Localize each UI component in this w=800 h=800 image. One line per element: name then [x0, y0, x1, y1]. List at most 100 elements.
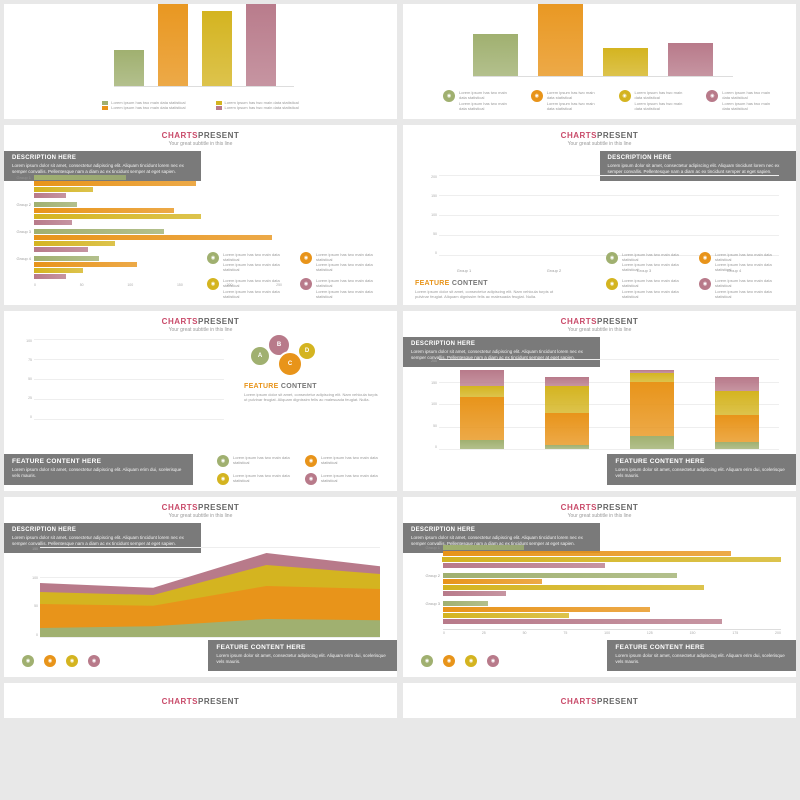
stat-icon: ◉ — [300, 278, 312, 290]
circle-cluster: ABCD — [249, 333, 324, 378]
stat-icon: ◉ — [619, 90, 631, 102]
hbar-row: Group 2 — [421, 573, 781, 578]
bar-segment — [545, 445, 589, 450]
title-block: CHARTSPRESENT Your great subtitle in thi… — [4, 497, 397, 519]
stat-icon: ◉ — [465, 655, 477, 667]
hbar-row — [12, 214, 282, 219]
bar-segment — [545, 413, 589, 445]
hbar-row — [12, 181, 282, 186]
stat-icon: ◉ — [217, 455, 229, 467]
hbar-row — [12, 208, 282, 213]
bar-segment — [545, 386, 589, 413]
stat-icon: ◉ — [88, 655, 100, 667]
title-block: CHARTSPRESENT Your great subtitle in thi… — [403, 311, 796, 333]
icon-item: ◉Lorem ipsum has two main data statistic… — [443, 90, 513, 111]
title-block: CHARTSPRESENT Your great subtitle in thi… — [4, 125, 397, 147]
stat-icon: ◉ — [207, 252, 219, 264]
stacked-bar — [630, 370, 674, 449]
feature-band: FEATURE CONTENT HERE Lorem ipsum dolor s… — [208, 640, 397, 671]
hbar-row: Group 2 — [12, 202, 282, 207]
bar-segment — [715, 415, 759, 442]
bar-segment — [715, 377, 759, 391]
icon-item: ◉ — [421, 655, 433, 667]
bar — [114, 50, 144, 86]
stat-icon: ◉ — [66, 655, 78, 667]
icon-item: ◉ — [88, 655, 100, 667]
bar — [603, 48, 648, 76]
icon-row: ◉Lorem ipsum has two main data statistic… — [217, 455, 387, 485]
stacked-bar-chart: 200150100500 — [423, 359, 783, 449]
stat-icon: ◉ — [699, 252, 711, 264]
icon-item: ◉Lorem ipsum has two main data statistic… — [606, 278, 693, 299]
bar — [158, 4, 188, 86]
stacked-bar — [545, 377, 589, 449]
stat-icon: ◉ — [443, 655, 455, 667]
slide-4: CHARTSPRESENT Your great subtitle in thi… — [403, 125, 796, 305]
stacked-bar — [460, 370, 504, 449]
icon-item: ◉Lorem ipsum has two main data statistic… — [606, 252, 693, 273]
hbar-row — [421, 585, 781, 590]
title-block: CHARTSPRESENT Your great subtitle in thi… — [403, 125, 796, 147]
icon-item: ◉ — [22, 655, 34, 667]
bar-segment — [630, 436, 674, 450]
icon-row: ◉◉◉◉ — [421, 655, 499, 667]
legend-row: Lorem ipsum has two main data statistica… — [4, 101, 397, 111]
title-block: CHARTSPRESENT — [403, 683, 796, 706]
slide-5: CHARTSPRESENT Your great subtitle in thi… — [4, 311, 397, 491]
stat-icon: ◉ — [606, 278, 618, 290]
stat-icon: ◉ — [606, 252, 618, 264]
stat-icon: ◉ — [421, 655, 433, 667]
slide-3: CHARTSPRESENT Your great subtitle in thi… — [4, 125, 397, 305]
slide-7: CHARTSPRESENT Your great subtitle in thi… — [4, 497, 397, 677]
bar-segment — [715, 442, 759, 449]
stat-icon: ◉ — [207, 278, 219, 290]
hbar-row — [421, 563, 781, 568]
stat-icon: ◉ — [699, 278, 711, 290]
icon-item: ◉ — [443, 655, 455, 667]
icon-item: ◉Lorem ipsum has two main data statistic… — [207, 252, 294, 273]
slide-1: Lorem ipsum has two main data statistica… — [4, 4, 397, 119]
bar-segment — [460, 386, 504, 397]
icon-item: ◉Lorem ipsum has two main data statistic… — [619, 90, 689, 111]
legend-item: Lorem ipsum has two main data statistica… — [102, 101, 185, 111]
stat-icon: ◉ — [22, 655, 34, 667]
stat-icon: ◉ — [217, 473, 229, 485]
icon-item: ◉Lorem ipsum has two main data statistic… — [706, 90, 776, 111]
bar-segment — [715, 391, 759, 416]
bar-chart-2 — [473, 4, 733, 77]
stat-icon: ◉ — [443, 90, 455, 102]
icon-item: ◉Lorem ipsum has two main data statistic… — [300, 278, 387, 299]
slide-8: CHARTSPRESENT Your great subtitle in thi… — [403, 497, 796, 677]
stat-icon: ◉ — [44, 655, 56, 667]
bar-segment — [460, 440, 504, 449]
stat-icon: ◉ — [706, 90, 718, 102]
icon-item: ◉ — [66, 655, 78, 667]
bar-segment — [545, 377, 589, 386]
stat-icon: ◉ — [305, 455, 317, 467]
hbar-row — [12, 220, 282, 225]
bar-segment — [630, 373, 674, 381]
legend-item: Lorem ipsum has two main data statistica… — [216, 101, 299, 111]
stat-icon: ◉ — [300, 252, 312, 264]
title-block: CHARTSPRESENT Your great subtitle in thi… — [403, 497, 796, 519]
hbar-row — [421, 613, 781, 618]
icon-item: ◉Lorem ipsum has two main data statistic… — [699, 278, 786, 299]
bar-chart-1 — [114, 4, 294, 87]
slide-2: ◉Lorem ipsum has two main data statistic… — [403, 4, 796, 119]
bar-segment — [630, 382, 674, 436]
icon-item: ◉Lorem ipsum has two main data statistic… — [217, 473, 299, 485]
icon-item: ◉Lorem ipsum has two main data statistic… — [217, 455, 299, 467]
icon-item: ◉ — [44, 655, 56, 667]
hbar-grouped-chart: Group 1Group 2Group 30255075100125150175… — [421, 545, 781, 637]
hbar-row — [421, 607, 781, 612]
title-block: CHARTSPRESENT — [4, 683, 397, 706]
icon-row: ◉Lorem ipsum has two main data statistic… — [606, 252, 786, 300]
bar — [668, 43, 713, 76]
slide-6: CHARTSPRESENT Your great subtitle in thi… — [403, 311, 796, 491]
bar-segment — [460, 397, 504, 440]
hbar-row: Group 1 — [12, 175, 282, 180]
grouped-bar-chart: 1007550250 — [18, 339, 228, 419]
hbar-row: Group 3 — [12, 229, 282, 234]
hbar-row: Group 1 — [421, 545, 781, 550]
bar — [538, 4, 583, 76]
